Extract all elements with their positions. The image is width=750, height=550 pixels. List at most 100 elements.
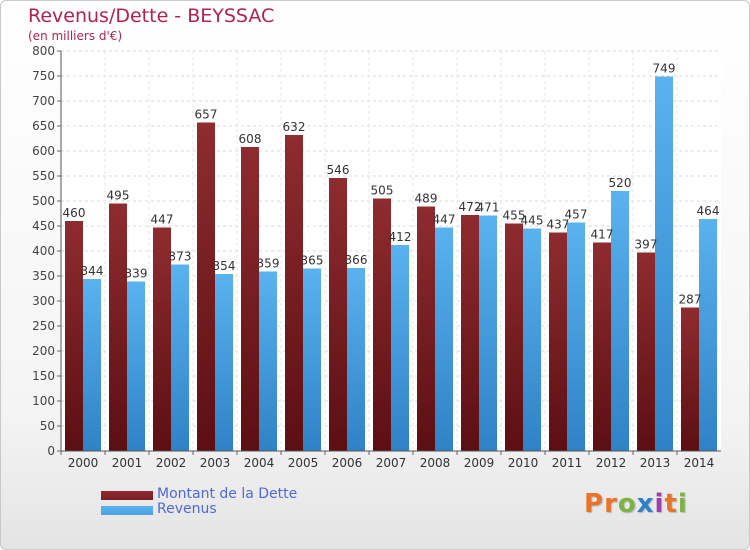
data-labels: 460 344 495 339 447 373 657 354 608 359 632 365 546 3… bbox=[63, 62, 720, 307]
data-label-debt-2000: 460 bbox=[63, 206, 86, 220]
x-tick-label: 2002 bbox=[156, 456, 187, 470]
x-tick-label: 2003 bbox=[200, 456, 231, 470]
bar-debt-2008 bbox=[417, 206, 435, 451]
bar-debt-2002 bbox=[153, 227, 171, 451]
data-label-debt-2005: 632 bbox=[283, 120, 306, 134]
bar-debt-2003 bbox=[197, 122, 215, 451]
data-label-revenue-2006: 366 bbox=[345, 253, 368, 267]
bar-revenue-2005 bbox=[303, 268, 321, 451]
data-label-debt-2010: 455 bbox=[503, 209, 526, 223]
bar-revenue-2014 bbox=[699, 219, 717, 451]
data-label-debt-2004: 608 bbox=[239, 132, 262, 146]
y-tick-label: 450 bbox=[32, 219, 55, 233]
bar-revenue-2011 bbox=[567, 222, 585, 451]
data-label-revenue-2010: 445 bbox=[521, 214, 544, 228]
x-tick-label: 2004 bbox=[244, 456, 275, 470]
x-tick-label: 2013 bbox=[640, 456, 671, 470]
x-tick-label: 2001 bbox=[112, 456, 143, 470]
x-tick-label: 2005 bbox=[288, 456, 319, 470]
data-label-revenue-2013: 749 bbox=[653, 62, 676, 76]
x-tick-label: 2008 bbox=[420, 456, 451, 470]
bar-revenue-2012 bbox=[611, 191, 629, 451]
x-tick-label: 2009 bbox=[464, 456, 495, 470]
legend-swatch-debt bbox=[101, 491, 153, 500]
data-label-debt-2001: 495 bbox=[107, 189, 130, 203]
y-tick-label: 200 bbox=[32, 344, 55, 358]
data-label-revenue-2005: 365 bbox=[301, 254, 324, 268]
x-tick-label: 2012 bbox=[596, 456, 627, 470]
data-label-debt-2006: 546 bbox=[327, 163, 350, 177]
bar-revenue-2001 bbox=[127, 281, 145, 451]
data-label-debt-2007: 505 bbox=[371, 184, 394, 198]
bar-revenue-2000 bbox=[83, 279, 101, 451]
bar-debt-2007 bbox=[373, 198, 391, 451]
bar-revenue-2010 bbox=[523, 228, 541, 451]
x-tick-label: 2014 bbox=[684, 456, 715, 470]
legend-label-debt: Montant de la Dette bbox=[157, 486, 298, 502]
logo-letter: i bbox=[677, 489, 688, 519]
y-tick-label: 700 bbox=[32, 94, 55, 108]
bar-debt-2004 bbox=[241, 147, 259, 451]
chart-subtitle: (en milliers d'€) bbox=[28, 29, 123, 43]
bar-debt-2013 bbox=[637, 252, 655, 451]
bars bbox=[65, 76, 717, 451]
bar-debt-2011 bbox=[549, 232, 567, 451]
data-label-revenue-2009: 471 bbox=[477, 201, 500, 215]
data-label-revenue-2003: 354 bbox=[213, 259, 236, 273]
logo-letter: t bbox=[664, 489, 678, 519]
bar-revenue-2004 bbox=[259, 271, 277, 451]
y-tick-label: 100 bbox=[32, 394, 55, 408]
data-label-revenue-2000: 344 bbox=[81, 264, 104, 278]
bar-revenue-2008 bbox=[435, 227, 453, 451]
bar-revenue-2006 bbox=[347, 268, 365, 451]
bar-revenue-2009 bbox=[479, 215, 497, 451]
chart-title: Revenus/Dette - BEYSSAC bbox=[28, 5, 275, 27]
y-tick-label: 300 bbox=[32, 294, 55, 308]
bar-debt-2010 bbox=[505, 223, 523, 451]
data-label-revenue-2012: 520 bbox=[609, 176, 632, 190]
bar-revenue-2013 bbox=[655, 76, 673, 451]
data-label-revenue-2007: 412 bbox=[389, 230, 412, 244]
data-label-debt-2012: 417 bbox=[591, 228, 614, 242]
bar-revenue-2002 bbox=[171, 264, 189, 451]
x-tick-label: 2010 bbox=[508, 456, 539, 470]
y-tick-label: 600 bbox=[32, 144, 55, 158]
x-tick-label: 2006 bbox=[332, 456, 363, 470]
logo-letter: r bbox=[604, 489, 618, 519]
y-tick-label: 500 bbox=[32, 194, 55, 208]
data-label-revenue-2002: 373 bbox=[169, 250, 192, 264]
bar-debt-2009 bbox=[461, 215, 479, 451]
bar-revenue-2003 bbox=[215, 274, 233, 451]
bar-debt-2012 bbox=[593, 242, 611, 451]
data-label-revenue-2004: 359 bbox=[257, 257, 280, 271]
bar-debt-2005 bbox=[285, 135, 303, 451]
bar-revenue-2007 bbox=[391, 245, 409, 451]
bar-debt-2014 bbox=[681, 307, 699, 451]
data-label-debt-2011: 437 bbox=[547, 218, 570, 232]
data-label-revenue-2008: 447 bbox=[433, 213, 456, 227]
legend-label-revenue: Revenus bbox=[157, 501, 217, 517]
y-tick-label: 400 bbox=[32, 244, 55, 258]
x-tick-label: 2000 bbox=[68, 456, 99, 470]
y-tick-label: 350 bbox=[32, 269, 55, 283]
data-label-debt-2014: 287 bbox=[679, 293, 702, 307]
bar-debt-2006 bbox=[329, 178, 347, 451]
data-label-revenue-2001: 339 bbox=[125, 267, 148, 281]
y-tick-label: 650 bbox=[32, 119, 55, 133]
legend-swatch-revenue bbox=[101, 506, 153, 515]
logo-letter: o bbox=[617, 489, 637, 519]
data-label-revenue-2014: 464 bbox=[697, 204, 720, 218]
data-label-debt-2013: 397 bbox=[635, 238, 658, 252]
y-tick-label: 800 bbox=[32, 44, 55, 58]
data-label-debt-2009: 472 bbox=[459, 200, 482, 214]
data-label-revenue-2011: 457 bbox=[565, 208, 588, 222]
y-tick-label: 150 bbox=[32, 369, 55, 383]
x-tick-label: 2007 bbox=[376, 456, 407, 470]
logo-letter: i bbox=[654, 489, 665, 519]
bar-debt-2000 bbox=[65, 221, 83, 451]
data-label-debt-2008: 489 bbox=[415, 192, 438, 206]
axes: 0 50 100 150 200 250 300 350 400 450 500 550 600 650 7… bbox=[32, 44, 721, 470]
y-tick-label: 250 bbox=[32, 319, 55, 333]
